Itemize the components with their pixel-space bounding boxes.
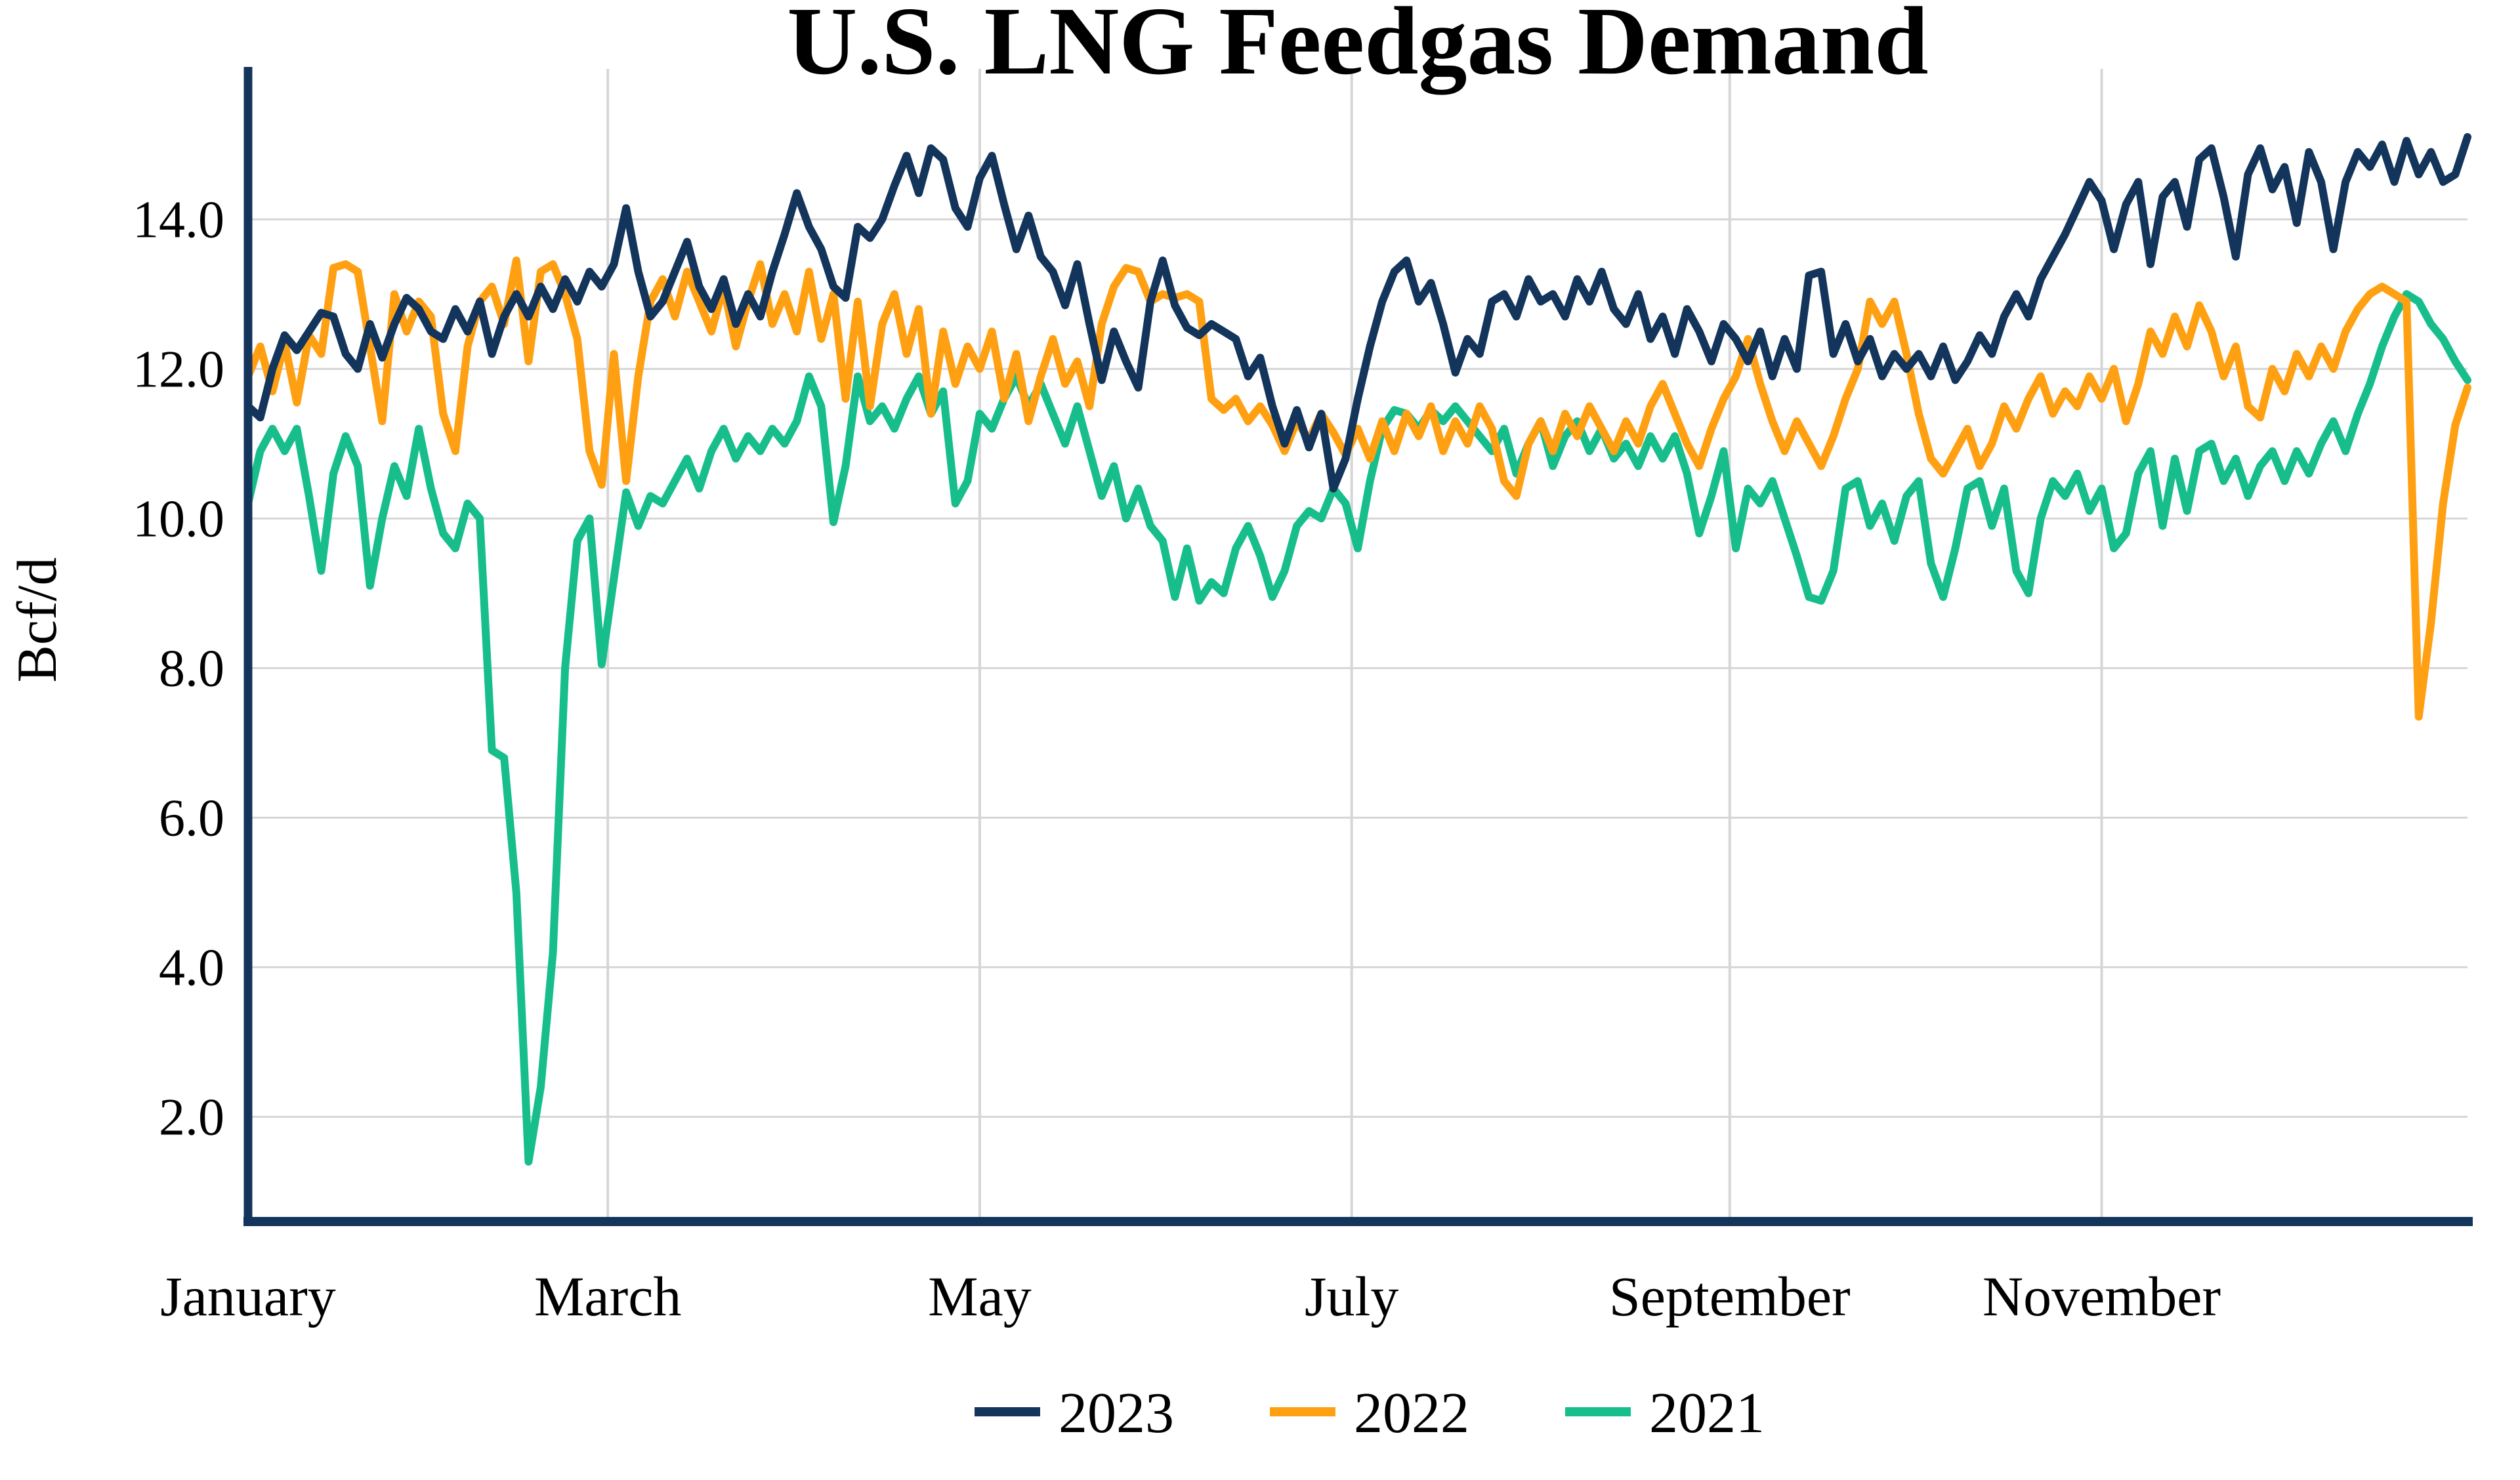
y-tick-label-4.0: 4.0 [159,939,224,997]
y-tick-labels: 2.0 4.0 6.0 8.0 10.0 12.0 14.0 [133,191,224,1146]
x-tick-label-january: January [160,1265,335,1328]
legend-label-2023: 2023 [1059,1382,1174,1445]
x-tick-label-november: November [1983,1265,2221,1328]
x-tick-labels: January March May July September November [160,1265,2221,1328]
y-tick-label-8.0: 8.0 [159,640,224,697]
legend-item-2023: 2023 [975,1382,1174,1445]
series-line-2021 [244,290,2471,1166]
x-tick-label-july: July [1305,1265,1398,1328]
legend-label-2021: 2021 [1649,1382,1765,1445]
series-line-2023 [244,133,2471,493]
y-tick-label-2.0: 2.0 [159,1088,224,1146]
legend-label-2022: 2022 [1354,1382,1469,1445]
gridlines [248,69,2468,1222]
legend-item-2022: 2022 [1270,1382,1469,1445]
legend: 2023 2022 2021 [975,1382,1765,1445]
y-tick-label-10.0: 10.0 [133,490,224,548]
y-tick-label-6.0: 6.0 [159,789,224,847]
chart-title: U.S. LNG Feedgas Demand [787,0,1928,95]
x-tick-label-september: September [1609,1265,1851,1328]
series-lines [244,133,2471,1166]
series-line-2022 [244,257,2471,721]
legend-item-2021: 2021 [1565,1382,1765,1445]
y-tick-label-12.0: 12.0 [133,340,224,398]
y-axis-label: Bcf/d [5,557,68,682]
x-tick-label-may: May [928,1265,1032,1328]
y-tick-label-14.0: 14.0 [133,191,224,249]
x-tick-label-march: March [534,1265,681,1328]
axes [243,67,2473,1226]
